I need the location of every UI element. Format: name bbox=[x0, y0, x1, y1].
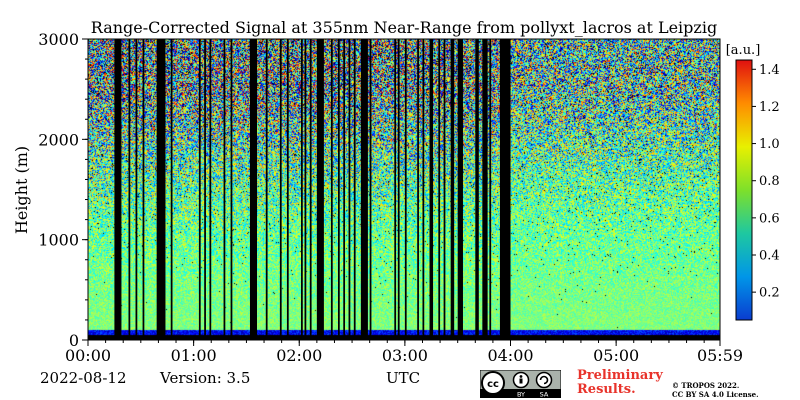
colorbar-tick-label: 0.8 bbox=[759, 174, 780, 189]
no-signal-band bbox=[369, 39, 372, 340]
no-signal-band bbox=[482, 39, 488, 340]
copyright-notice: © TROPOS 2022. CC BY SA 4.0 License. bbox=[672, 381, 759, 399]
no-signal-band bbox=[489, 39, 492, 340]
no-signal-band bbox=[142, 39, 145, 340]
no-signal-band bbox=[198, 39, 201, 340]
no-signal-band bbox=[204, 39, 206, 340]
cc-badge-sa-text: SA bbox=[540, 391, 549, 399]
no-signal-band bbox=[135, 39, 138, 340]
no-signal-band bbox=[230, 39, 233, 340]
no-signal-periods bbox=[114, 39, 511, 340]
no-signal-band bbox=[316, 39, 324, 340]
no-signal-band bbox=[223, 39, 226, 340]
colorbar: [a.u.] 0.2 0.4 0.6 0.8 1.0 1.2 1.4 bbox=[726, 43, 780, 321]
colorbar-label: [a.u.] bbox=[726, 43, 761, 58]
colorbar-tick-label: 0.4 bbox=[759, 249, 780, 264]
footer-date: 2022-08-12 bbox=[40, 369, 127, 387]
no-signal-band bbox=[337, 39, 340, 340]
x-axis-unit-label: UTC bbox=[386, 369, 421, 387]
y-tick-label: 0 bbox=[69, 331, 79, 350]
no-signal-band bbox=[309, 39, 312, 340]
colorbar-tick-label: 1.2 bbox=[759, 100, 780, 115]
preliminary-line-1: Preliminary bbox=[577, 368, 663, 383]
x-tick-label: 03:00 bbox=[382, 346, 428, 365]
no-signal-band bbox=[353, 39, 356, 340]
x-tick-label: 05:59 bbox=[697, 346, 743, 365]
no-signal-band bbox=[304, 39, 307, 340]
colorbar-tick-label: 1.4 bbox=[759, 63, 780, 78]
plot-area bbox=[87, 38, 721, 341]
no-signal-band bbox=[394, 39, 397, 340]
no-signal-band bbox=[330, 39, 333, 340]
no-signal-band bbox=[249, 39, 258, 340]
no-signal-band bbox=[404, 39, 407, 340]
no-signal-band bbox=[457, 39, 463, 340]
colorbar-tick-label: 0.2 bbox=[759, 286, 780, 301]
cc-circle-icon bbox=[481, 371, 505, 395]
colorbar-bar bbox=[735, 59, 753, 321]
chart-title: Range-Corrected Signal at 355nm Near-Ran… bbox=[91, 18, 717, 37]
share-alike-icon bbox=[535, 371, 553, 389]
no-signal-band bbox=[343, 39, 346, 340]
x-axis: 00:00 01:00 02:00 03:00 04:00 05:00 05:59 bbox=[65, 340, 743, 365]
copyright-line-1: © TROPOS 2022. bbox=[672, 381, 740, 390]
x-tick-label: 04:00 bbox=[487, 346, 533, 365]
y-axis-label: Height (m) bbox=[12, 146, 31, 234]
heatmap-image bbox=[88, 39, 720, 340]
no-signal-band bbox=[128, 39, 131, 340]
no-signal-band bbox=[156, 39, 166, 340]
cc-badge-by-text: BY bbox=[517, 391, 525, 399]
x-tick-label: 02:00 bbox=[276, 346, 322, 365]
x-tick-label: 00:00 bbox=[65, 346, 111, 365]
no-signal-band bbox=[450, 39, 455, 340]
no-signal-band bbox=[397, 39, 400, 340]
y-tick-label: 1000 bbox=[38, 231, 79, 250]
no-signal-band bbox=[429, 39, 434, 340]
no-signal-band bbox=[265, 39, 268, 340]
colorbar-tick-label: 1.0 bbox=[759, 137, 780, 152]
no-signal-band bbox=[209, 39, 212, 340]
colorbar-ticks: 0.2 0.4 0.6 0.8 1.0 1.2 1.4 bbox=[752, 63, 780, 301]
y-tick-label: 3000 bbox=[38, 30, 79, 49]
footer-version: Version: 3.5 bbox=[160, 369, 251, 387]
no-signal-band bbox=[114, 39, 122, 340]
no-signal-band bbox=[301, 39, 303, 340]
no-signal-band bbox=[438, 39, 441, 340]
cc-by-sa-badge: cc BY SA bbox=[480, 370, 561, 398]
no-signal-band bbox=[499, 39, 511, 340]
y-tick-label: 2000 bbox=[38, 130, 79, 149]
no-signal-band bbox=[286, 39, 289, 340]
no-signal-band bbox=[360, 39, 368, 340]
no-signal-band bbox=[422, 39, 425, 340]
no-signal-band bbox=[348, 39, 351, 340]
cc-badge-cc-text: cc bbox=[487, 379, 499, 390]
x-tick-label: 05:00 bbox=[593, 346, 639, 365]
plot-frame bbox=[87, 38, 721, 341]
y-axis: 0 1000 2000 3000 bbox=[38, 30, 88, 350]
no-signal-band bbox=[279, 39, 282, 340]
x-tick-label: 01:00 bbox=[171, 346, 217, 365]
no-signal-band bbox=[475, 39, 479, 340]
preliminary-line-2: Results. bbox=[577, 382, 636, 397]
colorbar-tick-label: 0.6 bbox=[759, 211, 780, 226]
no-signal-band bbox=[417, 39, 419, 340]
preliminary-notice: Preliminary Results. bbox=[577, 369, 663, 397]
no-signal-band bbox=[443, 39, 446, 340]
copyright-line-2: CC BY SA 4.0 License. bbox=[672, 390, 759, 399]
no-signal-band bbox=[170, 39, 173, 340]
